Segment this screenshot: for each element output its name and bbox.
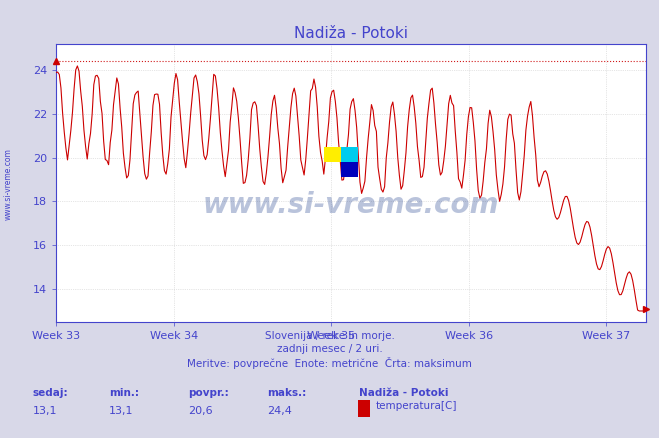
- Bar: [341, 147, 358, 162]
- Text: 24,4: 24,4: [267, 406, 292, 417]
- Text: min.:: min.:: [109, 388, 139, 398]
- Text: 13,1: 13,1: [109, 406, 133, 417]
- Text: www.si-vreme.com: www.si-vreme.com: [203, 191, 499, 219]
- Text: povpr.:: povpr.:: [188, 388, 229, 398]
- Text: Slovenija / reke in morje.: Slovenija / reke in morje.: [264, 331, 395, 341]
- Title: Nadiža - Potoki: Nadiža - Potoki: [294, 26, 408, 41]
- Text: www.si-vreme.com: www.si-vreme.com: [3, 148, 13, 220]
- Text: Nadiža - Potoki: Nadiža - Potoki: [359, 388, 449, 398]
- Text: zadnji mesec / 2 uri.: zadnji mesec / 2 uri.: [277, 344, 382, 354]
- Text: 13,1: 13,1: [33, 406, 57, 417]
- Text: Meritve: povprečne  Enote: metrične  Črta: maksimum: Meritve: povprečne Enote: metrične Črta:…: [187, 357, 472, 369]
- Text: maks.:: maks.:: [267, 388, 306, 398]
- Text: temperatura[C]: temperatura[C]: [376, 402, 457, 411]
- Bar: [341, 162, 358, 177]
- Bar: [324, 147, 341, 162]
- Text: sedaj:: sedaj:: [33, 388, 69, 398]
- Text: 20,6: 20,6: [188, 406, 212, 417]
